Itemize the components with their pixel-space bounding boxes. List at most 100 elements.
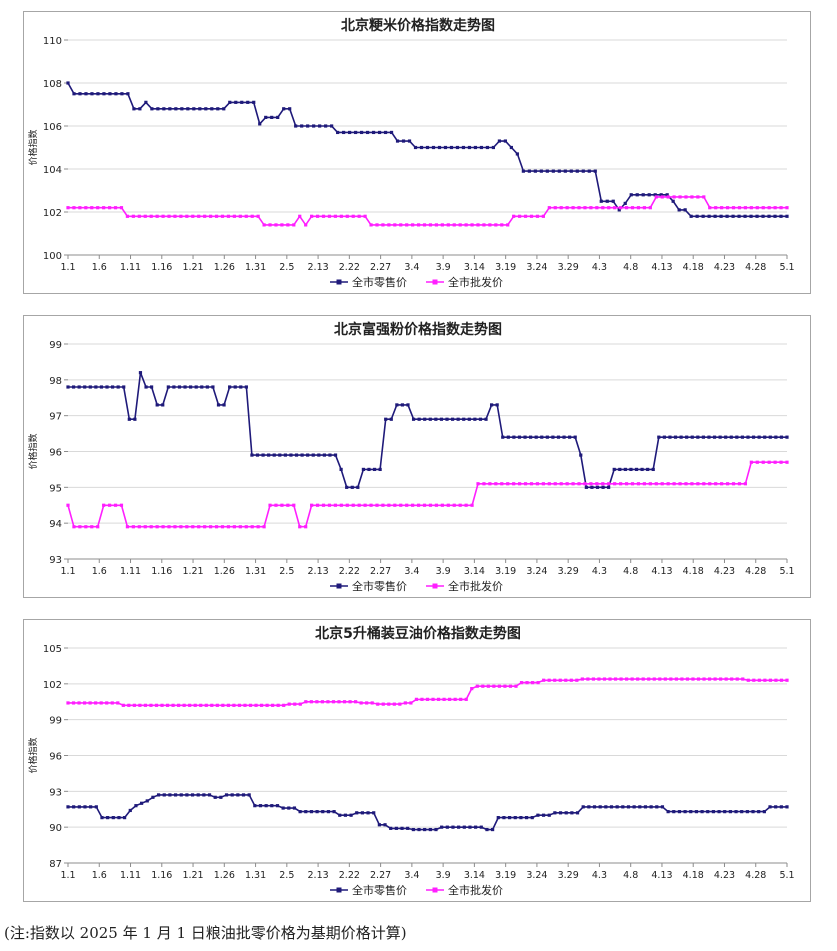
data-point-retail: [729, 435, 733, 439]
data-point-wholesale: [464, 223, 468, 227]
data-point-wholesale: [470, 503, 474, 507]
data-point-wholesale: [399, 223, 403, 227]
x-tick-label: 3.29: [558, 262, 579, 273]
data-point-retail: [354, 130, 358, 135]
data-point-retail: [294, 124, 298, 128]
data-point-wholesale: [558, 678, 562, 682]
data-point-retail: [779, 214, 783, 218]
data-point-wholesale: [416, 223, 421, 227]
data-point-retail: [665, 193, 669, 197]
data-point-retail: [491, 827, 495, 832]
data-point-retail: [641, 193, 645, 197]
data-point-wholesale: [761, 460, 765, 464]
data-point-retail: [558, 811, 563, 815]
data-point-wholesale: [254, 703, 258, 707]
data-point-retail: [294, 453, 299, 457]
data-point-retail: [270, 115, 274, 119]
data-point-retail: [439, 417, 444, 421]
data-point-retail: [746, 435, 750, 439]
data-point-wholesale: [143, 703, 148, 707]
data-point-retail: [211, 385, 215, 389]
data-point-retail: [204, 107, 208, 111]
data-point-retail: [406, 826, 410, 830]
data-point-wholesale: [78, 525, 82, 529]
data-point-retail: [94, 805, 98, 809]
data-point-wholesale: [500, 482, 504, 486]
data-point-retail: [342, 130, 346, 135]
x-tick-label: 3.24: [526, 262, 547, 273]
data-point-wholesale: [559, 482, 563, 486]
data-point-wholesale: [369, 223, 373, 227]
data-point-retail: [506, 435, 510, 439]
data-point-wholesale: [265, 703, 269, 707]
data-point-retail: [615, 805, 619, 809]
data-point-wholesale: [268, 503, 272, 507]
data-point-retail: [219, 795, 223, 799]
data-point-wholesale: [583, 482, 587, 486]
data-point-wholesale: [674, 677, 678, 681]
data-point-wholesale: [304, 223, 308, 227]
legend-label: 全市零售价: [352, 883, 407, 897]
data-point-wholesale: [601, 482, 605, 486]
data-point-retail: [311, 453, 315, 457]
data-point-retail: [584, 485, 588, 489]
data-point-retail: [389, 130, 394, 135]
data-point-retail: [306, 453, 310, 457]
data-point-wholesale: [607, 206, 611, 210]
data-point-retail: [731, 214, 735, 218]
data-point-retail: [701, 214, 705, 218]
data-point-retail: [333, 453, 338, 457]
data-point-retail: [737, 214, 741, 218]
data-point-retail: [570, 811, 574, 815]
data-point-retail: [743, 214, 747, 218]
data-point-wholesale: [351, 503, 355, 507]
data-point-wholesale: [702, 195, 706, 199]
data-point-retail: [653, 193, 657, 197]
data-point-retail: [116, 385, 120, 389]
data-point-wholesale: [94, 701, 98, 705]
data-point-retail: [413, 145, 418, 150]
data-point-wholesale: [197, 525, 201, 529]
data-point-retail: [485, 827, 489, 832]
data-point-wholesale: [342, 700, 347, 704]
data-point-retail: [318, 124, 322, 128]
data-point-wholesale: [486, 684, 490, 688]
data-point-wholesale: [262, 525, 266, 529]
data-point-retail: [83, 805, 87, 809]
data-point-wholesale: [280, 223, 284, 227]
data-point-retail: [785, 805, 789, 809]
data-point-retail: [144, 385, 148, 389]
data-point-retail: [360, 811, 364, 815]
data-point-wholesale: [497, 684, 501, 688]
data-point-retail: [332, 810, 336, 814]
data-point-wholesale: [244, 525, 248, 529]
data-point-retail: [222, 107, 226, 111]
data-point-retail: [401, 139, 406, 143]
data-point-wholesale: [348, 700, 352, 704]
data-point-retail: [173, 793, 178, 797]
data-point-wholesale: [696, 195, 700, 199]
data-point-retail: [241, 793, 246, 797]
data-point-retail: [557, 169, 561, 173]
data-point-wholesale: [411, 223, 415, 227]
data-point-retail: [258, 804, 263, 808]
data-point-retail: [372, 811, 376, 815]
x-tick-label: 3.24: [526, 566, 547, 577]
data-point-retail: [394, 826, 398, 830]
data-point-wholesale: [420, 697, 424, 701]
data-point-retail: [287, 806, 291, 810]
data-point-wholesale: [88, 701, 92, 705]
data-point-retail: [740, 810, 744, 814]
data-point-wholesale: [125, 214, 130, 218]
data-point-wholesale: [375, 503, 379, 507]
data-point-wholesale: [525, 681, 529, 685]
data-point-retail: [541, 813, 546, 817]
data-point-retail: [657, 435, 661, 439]
data-point-retail: [326, 810, 331, 814]
x-tick-label: 3.19: [495, 870, 516, 881]
data-point-retail: [356, 485, 360, 489]
data-point-wholesale: [116, 701, 120, 705]
data-point-retail: [417, 827, 421, 832]
data-point-retail: [365, 130, 370, 135]
y-tick-label: 99: [49, 340, 62, 351]
